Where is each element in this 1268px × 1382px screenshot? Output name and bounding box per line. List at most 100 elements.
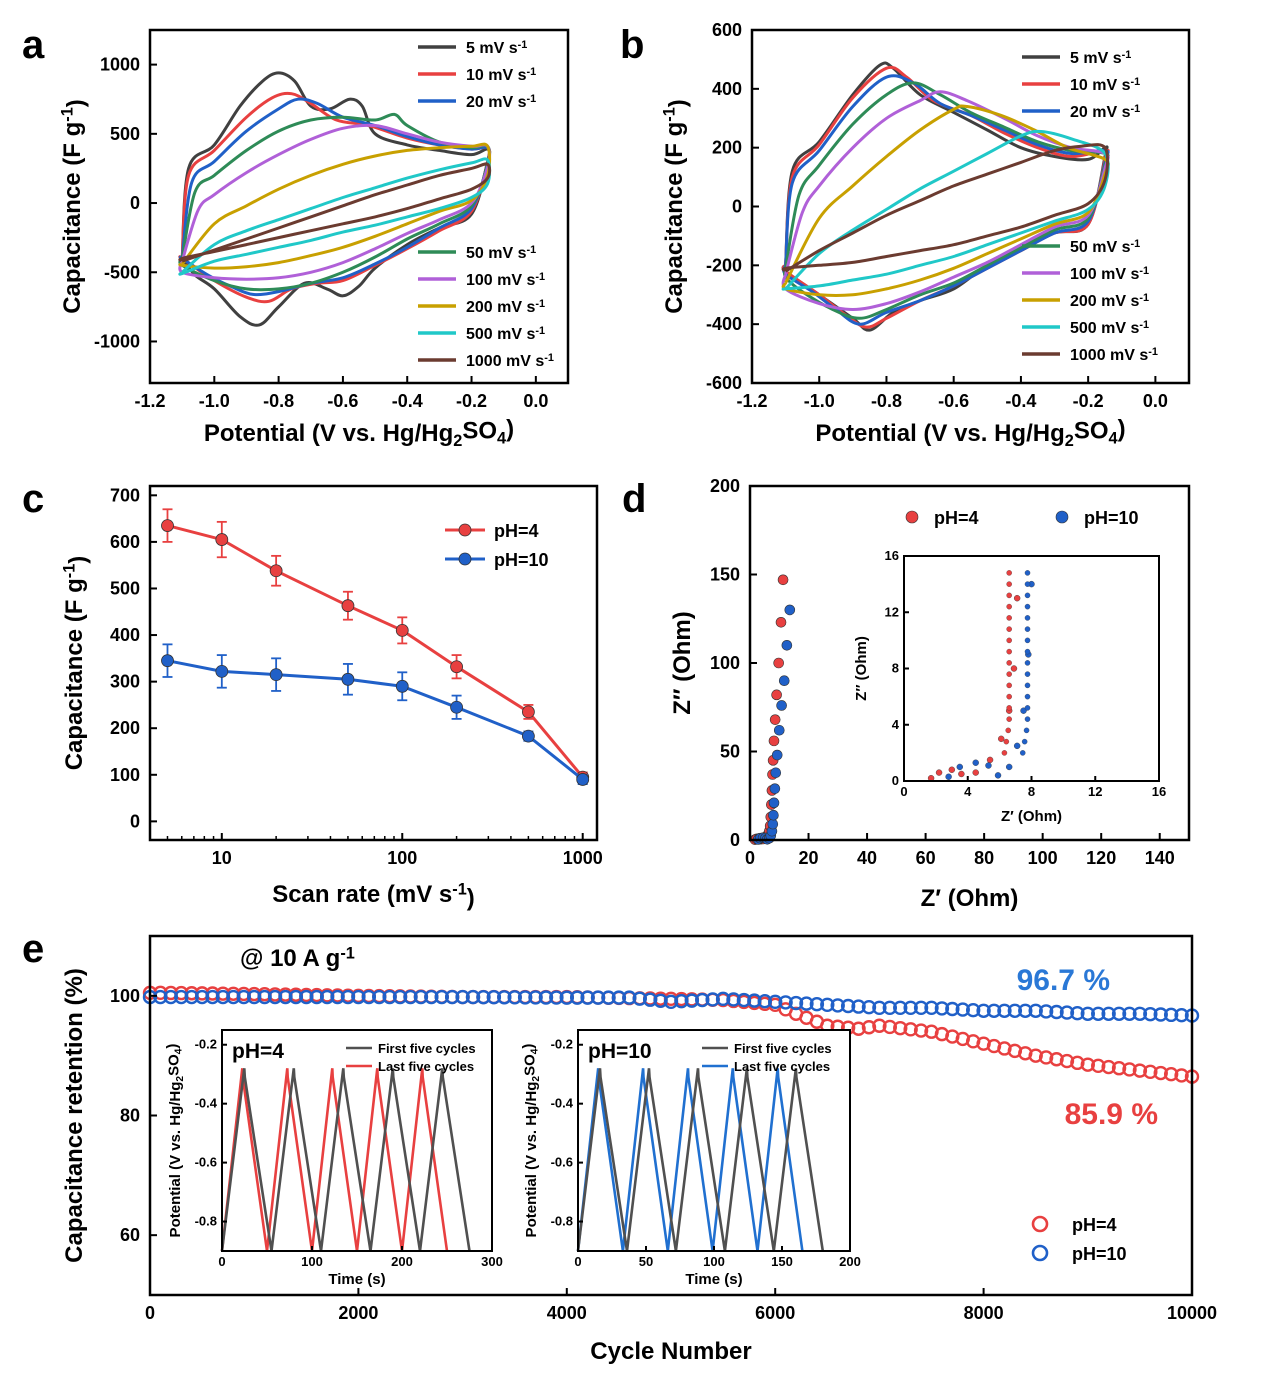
y-tick-label: -400 <box>706 314 742 334</box>
inset-point <box>1013 742 1021 750</box>
y-tick-label: 700 <box>110 485 140 505</box>
data-point <box>559 990 574 1005</box>
x-tick-label: -0.2 <box>456 391 487 411</box>
x-tick-label: 4 <box>964 784 972 799</box>
x-axis-label: Potential (V vs. Hg/Hg2SO4) <box>815 415 1125 450</box>
data-point <box>1111 1061 1127 1076</box>
panel-label-a: a <box>22 23 45 67</box>
data-point <box>372 989 387 1005</box>
data-point <box>215 989 231 1005</box>
series-line <box>167 524 584 779</box>
x-tick-label: -0.6 <box>938 391 969 411</box>
data-point <box>1080 1057 1096 1072</box>
data-point <box>341 599 355 613</box>
x-tick-label: 80 <box>974 848 994 868</box>
inset-point <box>1013 594 1021 602</box>
inset-point <box>1006 716 1012 722</box>
data-point <box>163 989 179 1005</box>
data-point <box>517 990 533 1005</box>
data-point <box>872 1018 887 1033</box>
x-tick-label: 4000 <box>547 1303 587 1323</box>
data-point <box>1018 1003 1033 1018</box>
data-point <box>226 989 241 1005</box>
data-point <box>674 994 689 1009</box>
data-point <box>570 990 585 1005</box>
y-tick-label: 100 <box>110 765 140 785</box>
y-tick-label: 200 <box>710 476 740 496</box>
legend-label: 200 mV s-1 <box>1070 292 1149 310</box>
y-tick-label: 60 <box>120 1225 140 1245</box>
inset-point <box>1024 660 1031 666</box>
data-point <box>611 990 627 1005</box>
x-tick-label: 120 <box>1086 848 1116 868</box>
y-tick-label: 500 <box>110 124 140 144</box>
data-point <box>778 675 790 687</box>
data-point <box>757 994 772 1009</box>
data-point <box>161 519 174 532</box>
data-point <box>319 989 335 1005</box>
data-point <box>521 705 535 719</box>
y-tick-label: 400 <box>110 625 140 645</box>
data-point <box>769 714 781 725</box>
y-axis-label: Z′′ (Ohm) <box>853 636 870 701</box>
series-line <box>167 659 584 781</box>
inset-point <box>1006 615 1012 621</box>
data-point <box>161 654 174 668</box>
inset-point <box>1006 603 1012 610</box>
x-tick-label: 0 <box>745 848 755 868</box>
inset-point <box>1023 727 1030 734</box>
y-tick-label: 300 <box>110 672 140 692</box>
data-point <box>351 989 366 1005</box>
y-tick-label: 400 <box>712 79 742 99</box>
gcd-inset-label: pH=4 <box>232 1040 284 1063</box>
data-point <box>882 1000 898 1015</box>
data-point <box>450 700 463 714</box>
data-point <box>486 990 502 1005</box>
x-axis-label: Potential (V vs. Hg/Hg2SO4) <box>204 415 514 450</box>
y-tick-label: -0.2 <box>551 1037 573 1052</box>
data-point <box>642 992 658 1007</box>
data-point <box>861 1000 877 1015</box>
data-point <box>775 616 787 628</box>
data-point <box>882 1019 898 1035</box>
legend-label: 10 mV s-1 <box>466 66 536 84</box>
legend-marker <box>458 552 472 566</box>
data-point <box>1028 1003 1043 1018</box>
x-tick-label: 12 <box>1088 784 1102 799</box>
data-point <box>840 998 856 1014</box>
x-tick-label: 8 <box>1028 784 1035 799</box>
y-tick-label: -0.2 <box>195 1037 217 1052</box>
data-point <box>1143 1006 1158 1022</box>
data-point <box>965 1002 981 1018</box>
y-axis-label: Capacitance retention (%) <box>61 968 88 1263</box>
x-tick-label: 0 <box>574 1254 581 1269</box>
x-tick-label: 20 <box>799 848 819 868</box>
gcd-last-cycles <box>576 1068 804 1252</box>
x-axis-label: Time (s) <box>685 1271 742 1288</box>
data-point <box>1007 1003 1023 1018</box>
inset-point <box>1021 738 1028 745</box>
data-point <box>986 1003 1002 1018</box>
data-point <box>549 990 564 1005</box>
legend-label: 50 mV s-1 <box>466 244 536 262</box>
data-point <box>1059 1005 1075 1020</box>
y-axis-label: Capacitance (F g-1) <box>61 556 92 771</box>
legend-label: 1000 mV s-1 <box>1070 346 1158 364</box>
x-tick-label: 16 <box>1152 784 1166 799</box>
inset-point <box>1024 693 1031 700</box>
data-point <box>424 989 439 1005</box>
x-tick-label: 40 <box>857 848 877 868</box>
cv-curve <box>178 157 492 276</box>
y-tick-label: 0 <box>130 811 140 831</box>
data-point <box>269 564 283 578</box>
data-point <box>601 990 616 1005</box>
data-point <box>736 992 752 1008</box>
current-density-annotation: @ 10 A g-1 <box>240 945 355 972</box>
data-point <box>784 604 796 616</box>
inset-point <box>935 769 943 776</box>
panel-label-e: e <box>22 927 44 971</box>
data-point <box>215 664 229 678</box>
data-point <box>174 989 189 1005</box>
y-tick-label: 0 <box>730 830 740 850</box>
data-point <box>476 989 491 1005</box>
